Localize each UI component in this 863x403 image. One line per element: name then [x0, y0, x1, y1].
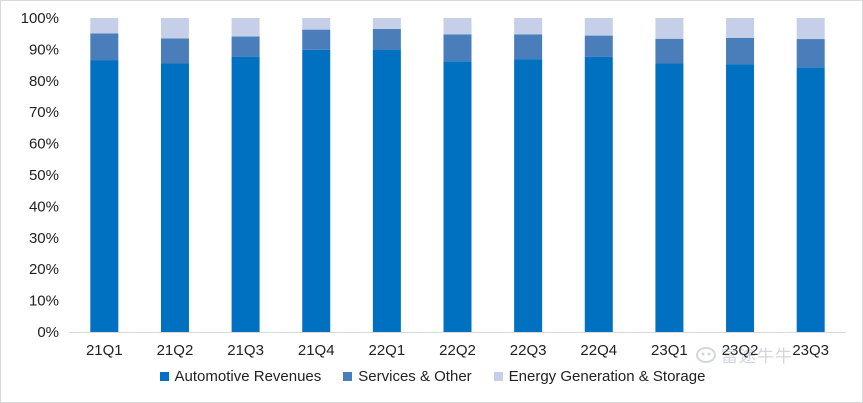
bar-segment-energy-generation-storage-22q1	[372, 18, 401, 29]
bar-segment-services-other-22q2	[443, 34, 472, 62]
bar-segment-services-other-21q1	[90, 33, 119, 61]
y-tick-label: 30%	[29, 230, 59, 247]
bar-segment-services-other-21q2	[160, 38, 189, 64]
y-tick-label: 40%	[29, 198, 59, 215]
bar-segment-services-other-22q4	[584, 35, 613, 57]
bar-segment-automotive-revenues-21q2	[160, 63, 189, 332]
legend-swatch	[159, 371, 169, 381]
x-tick-label: 21Q4	[298, 342, 335, 359]
y-tick-label: 70%	[29, 104, 59, 121]
x-tick-label: 23Q3	[792, 342, 829, 359]
watermark: 富途牛牛	[695, 342, 793, 367]
bar-segment-automotive-revenues-21q4	[302, 49, 331, 333]
y-tick-label: 90%	[29, 41, 59, 58]
bar-segment-automotive-revenues-22q1	[372, 50, 401, 332]
legend-label: Energy Generation & Storage	[508, 367, 706, 385]
legend-label: Services & Other	[358, 367, 472, 385]
watermark-text: 富途牛牛	[721, 347, 793, 367]
x-tick-label: 22Q4	[580, 342, 617, 359]
bar-segment-energy-generation-storage-21q2	[160, 18, 189, 39]
x-tick-label: 21Q1	[86, 342, 123, 359]
bar-segment-automotive-revenues-21q1	[90, 60, 119, 333]
bar-segment-services-other-21q4	[302, 29, 331, 50]
y-tick-label: 60%	[29, 136, 59, 153]
x-tick-label: 22Q2	[439, 342, 476, 359]
bar-segment-automotive-revenues-21q3	[231, 56, 260, 332]
legend-item: Energy Generation & Storage	[493, 367, 706, 385]
x-tick-label: 22Q3	[510, 342, 547, 359]
bar-segment-automotive-revenues-22q2	[443, 61, 472, 332]
y-tick-label: 20%	[29, 261, 59, 278]
x-tick-label: 21Q3	[227, 342, 264, 359]
bar-segment-energy-generation-storage-22q3	[514, 18, 543, 35]
bar-segment-energy-generation-storage-21q4	[302, 18, 331, 30]
legend-item: Automotive Revenues	[159, 367, 322, 385]
legend-swatch	[493, 371, 503, 381]
legend-swatch	[343, 371, 353, 381]
bar-segment-automotive-revenues-23q2	[726, 64, 755, 332]
y-tick-label: 50%	[29, 167, 59, 184]
bar-segment-energy-generation-storage-23q1	[655, 18, 684, 39]
futu-logo-icon	[696, 346, 716, 363]
x-tick-label: 21Q2	[157, 342, 194, 359]
legend-item: Services & Other	[343, 367, 472, 385]
x-tick-label: 23Q1	[651, 342, 688, 359]
bar-segment-services-other-22q1	[372, 28, 401, 51]
bar-segment-automotive-revenues-22q3	[514, 59, 543, 332]
chart-legend: Automotive Revenues Services & Other Energ…	[1, 365, 863, 387]
x-tick-label: 22Q1	[369, 342, 406, 359]
bar-segment-automotive-revenues-23q3	[796, 67, 825, 332]
legend-label: Automotive Revenues	[174, 367, 322, 385]
bar-segment-services-other-23q3	[796, 39, 825, 68]
bar-segment-energy-generation-storage-23q3	[796, 18, 825, 40]
bar-segment-services-other-23q1	[655, 38, 684, 64]
bar-segment-services-other-22q3	[514, 34, 543, 60]
y-tick-label: 100%	[21, 10, 59, 27]
y-tick-label: 10%	[29, 293, 59, 310]
y-tick-label: 80%	[29, 73, 59, 90]
bar-segment-automotive-revenues-22q4	[584, 56, 613, 332]
bar-segment-energy-generation-storage-22q2	[443, 18, 472, 35]
x-tick-label: 23Q2	[722, 342, 759, 359]
bar-segment-energy-generation-storage-21q3	[231, 18, 260, 37]
bar-segment-energy-generation-storage-22q4	[584, 18, 613, 36]
bar-segment-energy-generation-storage-23q2	[726, 18, 755, 38]
bar-segment-services-other-23q2	[726, 37, 755, 65]
bar-segment-automotive-revenues-23q1	[655, 63, 684, 332]
y-tick-label: 0%	[37, 324, 59, 341]
bar-segment-energy-generation-storage-21q1	[90, 18, 119, 34]
bar-segment-services-other-21q3	[231, 36, 260, 57]
